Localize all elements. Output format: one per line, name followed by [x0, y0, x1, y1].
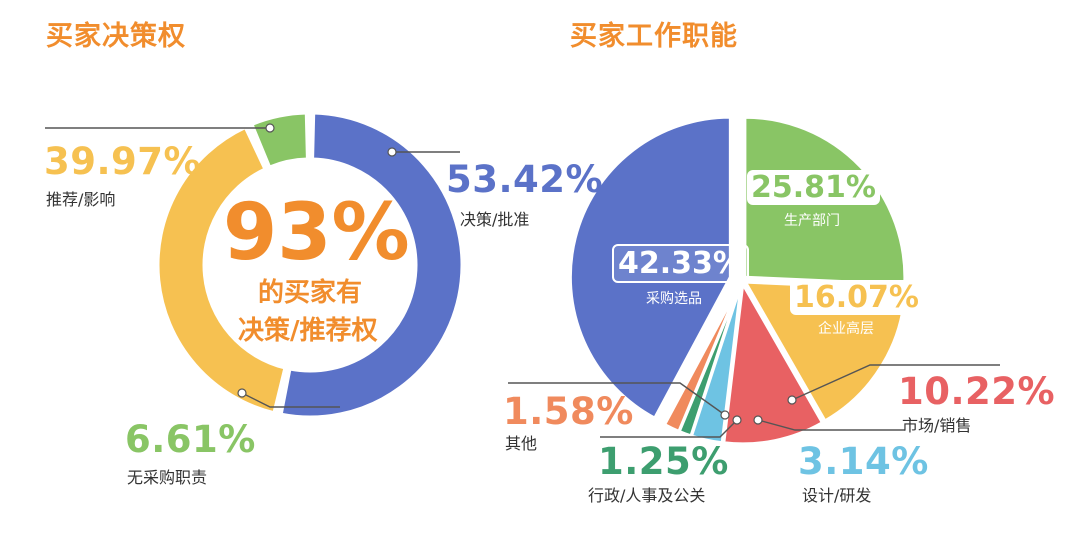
leader-design-dot: [753, 415, 763, 425]
slice-executive-pct: 16.07%: [790, 280, 923, 315]
slice-procurement-name: 采购选品: [646, 291, 702, 307]
donut-slice-decision: [279, 111, 464, 419]
label-other-name: 其他: [505, 434, 538, 453]
leader-design: [757, 419, 905, 431]
center-subtitle-line2: 决策/推荐权: [238, 316, 378, 346]
label-decision-name: 决策/批准: [460, 210, 530, 229]
donut-chart: [156, 111, 464, 419]
label-decision-pct: 53.42%: [446, 158, 604, 201]
label-recommend-name: 推荐/影响: [46, 190, 116, 209]
leader-other-dot: [720, 410, 730, 420]
pie-slice-other: [663, 282, 742, 433]
label-recommend-pct: 39.97%: [44, 140, 202, 183]
leader-no-purchase-dot: [237, 388, 247, 398]
leader-marketing: [791, 364, 1000, 401]
label-design-name: 设计/研发: [802, 486, 872, 505]
slice-executive-name: 企业高层: [818, 321, 874, 337]
leader-admin: [600, 419, 738, 438]
slice-production-pct: 25.81%: [747, 170, 880, 205]
leader-decision-dot: [387, 147, 397, 157]
leader-admin-dot: [732, 415, 742, 425]
label-admin-pct: 1.25%: [598, 440, 729, 483]
leader-recommend-dot: [265, 123, 275, 133]
leader-marketing-dot: [787, 395, 797, 405]
label-other-pct: 1.58%: [503, 390, 634, 433]
right-chart-title: 买家工作职能: [570, 21, 738, 52]
center-subtitle-line1: 的买家有: [258, 278, 363, 308]
leader-other: [508, 382, 726, 416]
left-chart-title: 买家决策权: [46, 21, 186, 52]
leader-lines: [45, 123, 1000, 438]
slice-procurement-pct: 42.33%: [612, 244, 749, 283]
leader-no-purchase: [241, 392, 340, 408]
label-no-purchase-name: 无采购职责: [127, 468, 208, 487]
label-marketing-pct: 10.22%: [898, 370, 1056, 413]
center-percentage: 93%: [223, 188, 410, 278]
pie-slice-marketing: [722, 282, 824, 446]
label-admin-name: 行政/人事及公关: [588, 486, 706, 505]
label-no-purchase-pct: 6.61%: [125, 418, 256, 461]
slice-production-name: 生产部门: [784, 213, 840, 229]
label-design-pct: 3.14%: [798, 440, 929, 483]
donut-slice-recommend: [156, 125, 287, 415]
label-marketing-name: 市场/销售: [902, 416, 972, 435]
